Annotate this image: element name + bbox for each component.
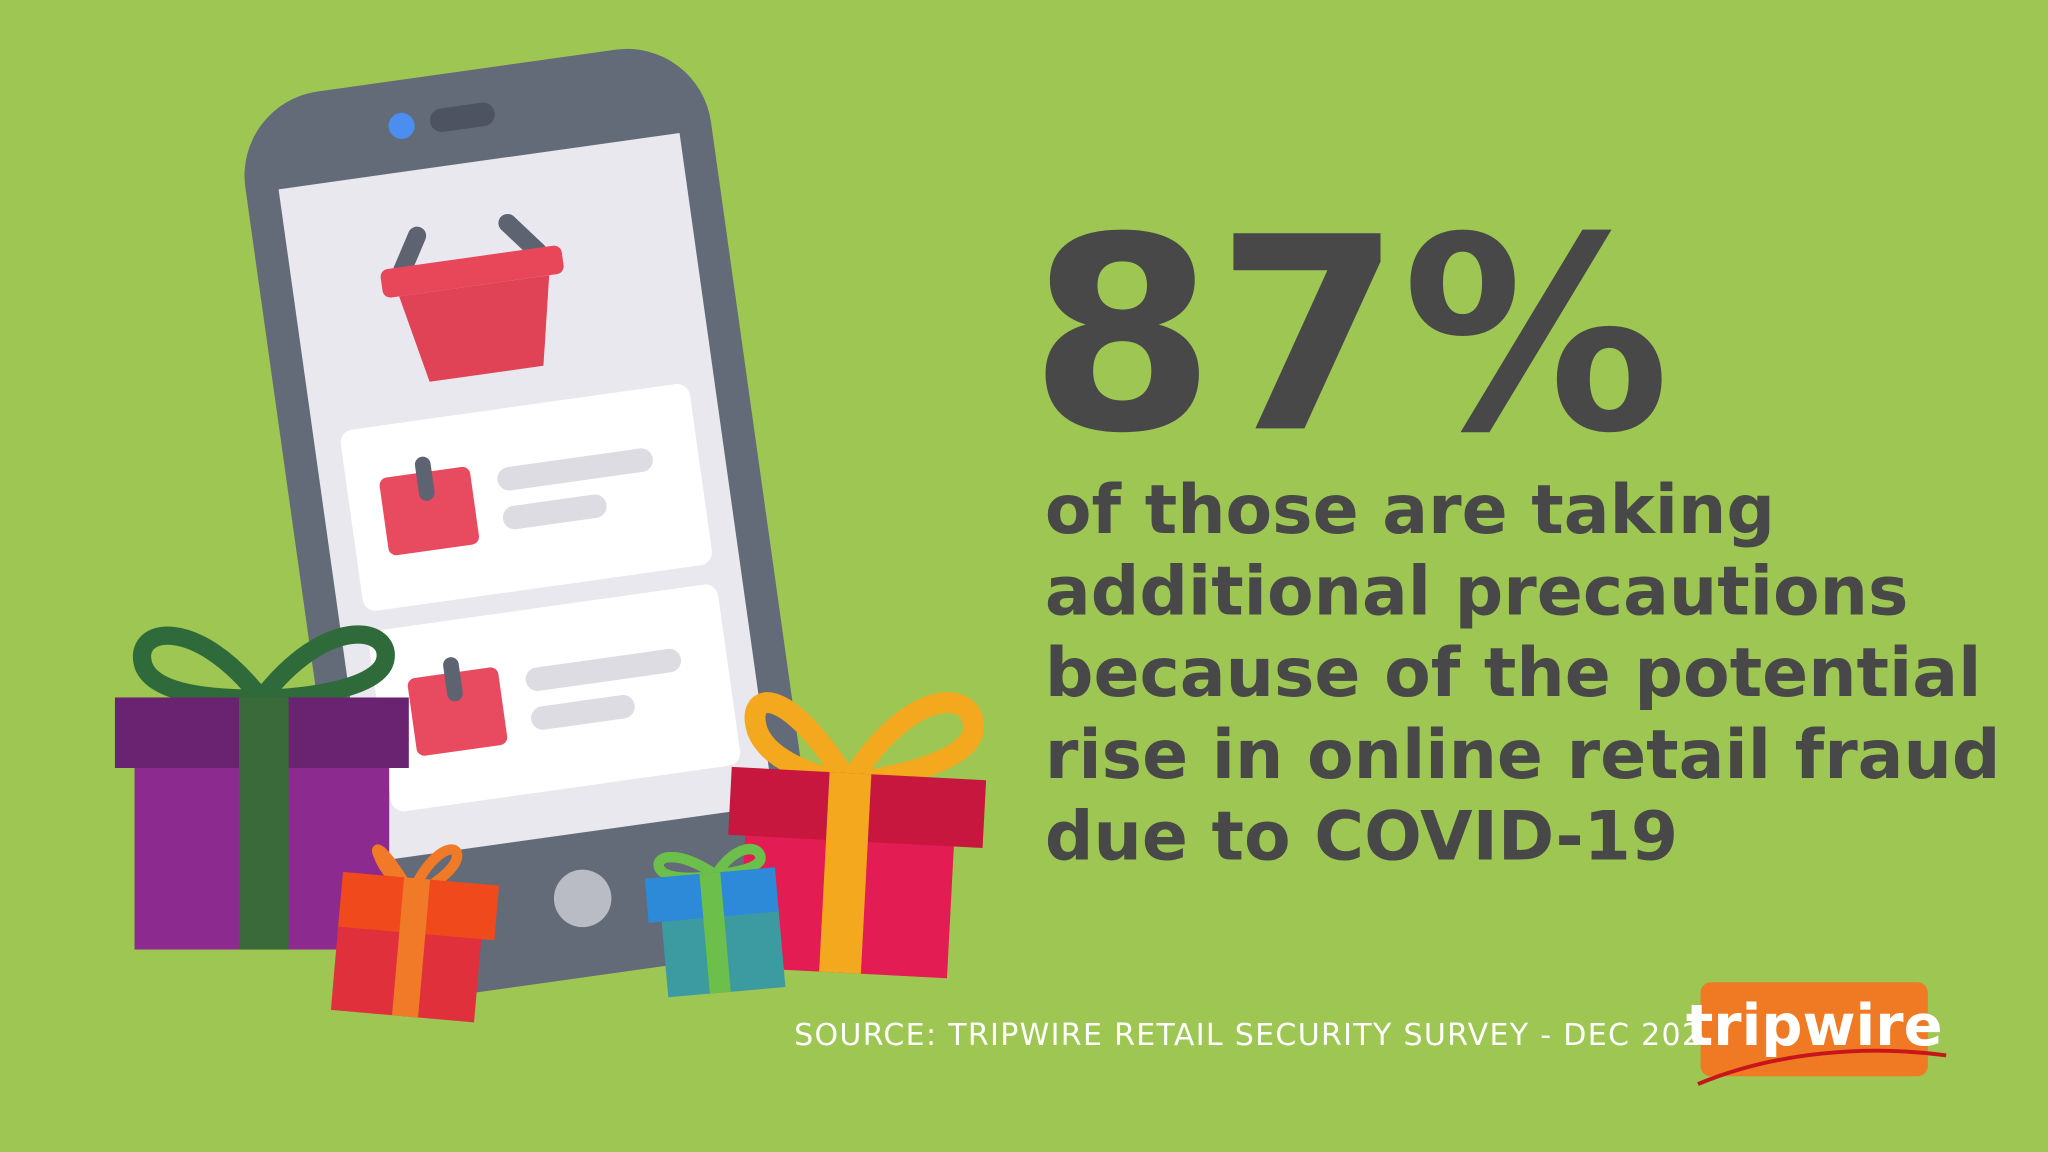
logo-text: tripwire — [1686, 992, 1943, 1059]
source: SOURCE: TRIPWIRE RETAIL SECURITY SURVEY … — [794, 1018, 1723, 1053]
gift-teal — [644, 843, 786, 998]
description-line: of those are taking — [1045, 471, 1775, 550]
gift-orange — [330, 844, 500, 1023]
logo: tripwire — [1686, 982, 1947, 1086]
description-line: because of the potential — [1045, 634, 1982, 713]
description-line: rise in online retail fraud — [1045, 716, 2001, 795]
stat: 87% — [1029, 180, 1670, 492]
description-line: additional precautions — [1045, 553, 1909, 632]
description-line: due to COVID-19 — [1045, 797, 1678, 876]
gift-red — [728, 692, 987, 979]
gift-purple — [114, 625, 409, 950]
